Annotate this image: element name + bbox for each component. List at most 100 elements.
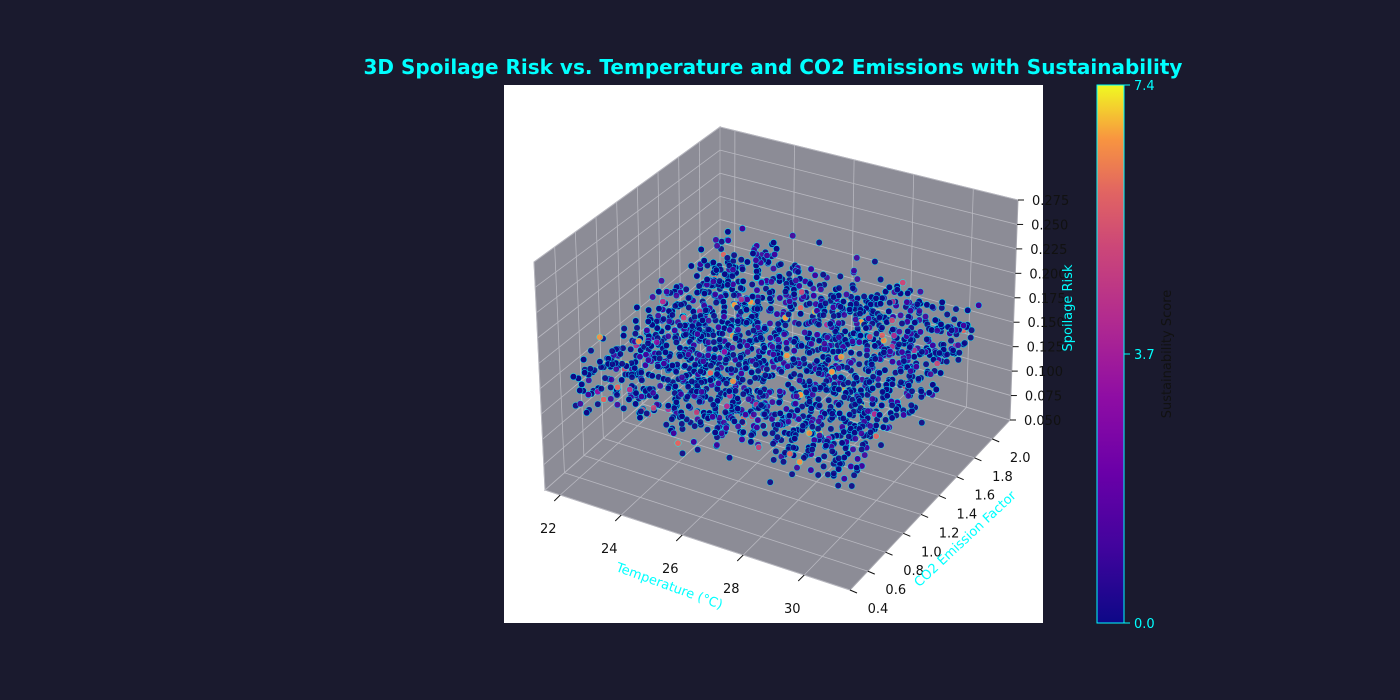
- z-tick-label: 0.125: [1027, 341, 1064, 356]
- scatter-point: [806, 280, 814, 288]
- scatter-point: [775, 399, 783, 406]
- scatter-point: [768, 278, 775, 286]
- scatter-point: [916, 307, 923, 315]
- scatter-point: [754, 416, 762, 424]
- scatter-point: [601, 374, 609, 382]
- scatter-point: [685, 402, 693, 410]
- scatter-point: [739, 277, 747, 285]
- scatter-point: [811, 271, 819, 279]
- scatter-point: [759, 422, 767, 430]
- scatter-point: [614, 401, 621, 409]
- scatter-point: [633, 324, 641, 332]
- scatter-point: [889, 358, 896, 366]
- scatter-point: [815, 456, 822, 464]
- scatter-point: [821, 340, 828, 348]
- scatter-point: [865, 367, 872, 375]
- scatter-point: [815, 321, 823, 328]
- scatter-point: [880, 348, 888, 356]
- scatter-point: [820, 462, 827, 470]
- scatter-point: [725, 387, 733, 395]
- scatter-point: [786, 450, 794, 458]
- scatter-point: [635, 337, 643, 345]
- grid-line: [538, 219, 721, 364]
- scatter-point: [912, 363, 920, 371]
- scatter-point: [888, 414, 896, 422]
- scatter-point: [676, 344, 684, 352]
- scatter-point: [830, 469, 838, 477]
- scatter-point: [927, 370, 934, 378]
- scatter-point: [774, 421, 782, 429]
- scatter-point: [737, 296, 745, 303]
- scatter-point: [766, 319, 774, 327]
- grid-line: [537, 196, 721, 339]
- scatter-point: [786, 297, 794, 305]
- scatter-point: [734, 326, 742, 334]
- grid-line: [719, 126, 1019, 201]
- scatter-point: [840, 454, 848, 461]
- scatter-point: [801, 329, 809, 336]
- scatter-point: [808, 446, 816, 453]
- scatter-point: [774, 336, 782, 344]
- scatter-point: [596, 358, 604, 366]
- scatter-point: [838, 439, 846, 447]
- scatter-point: [955, 356, 962, 364]
- scatter-point: [697, 246, 705, 253]
- scatter-point: [943, 358, 951, 365]
- scatter-point: [665, 317, 673, 325]
- scatter-point: [786, 412, 793, 419]
- scatter-point: [659, 298, 667, 305]
- axis-ticks: 22 24 26 28 30 0.4 0.6 0.8 1.0 1.2 1.4 1.6 1.8 2.0 0.0…: [540, 194, 1069, 617]
- scatter-point: [716, 354, 724, 362]
- scatter-point: [842, 444, 849, 452]
- scatter-point: [886, 283, 893, 291]
- scatter-point: [607, 383, 615, 391]
- x-tick-mark: [675, 534, 683, 542]
- scatter-point: [716, 277, 723, 285]
- scatter-point: [745, 395, 752, 403]
- scatter-point: [847, 463, 855, 470]
- scatter-point: [636, 414, 644, 421]
- y-tick-label: 2.0: [1010, 451, 1031, 466]
- scatter-point: [835, 284, 843, 292]
- scatter-point: [777, 260, 785, 268]
- scatter-point: [711, 345, 719, 353]
- scatter-point: [742, 364, 750, 372]
- scatter-point: [798, 403, 806, 410]
- z-tick-label: 0.075: [1025, 390, 1062, 405]
- scatter-point: [729, 377, 737, 385]
- scatter-point: [707, 396, 714, 403]
- scatter-point: [788, 385, 796, 393]
- y-tick-label: 1.0: [921, 545, 942, 560]
- scatter-point: [835, 385, 843, 393]
- scatter-point: [843, 291, 850, 298]
- scatter-point: [866, 422, 874, 430]
- scatter-point: [776, 355, 784, 363]
- scatter-point: [704, 351, 712, 359]
- colorbar-ticks: 0.0 3.7 7.4: [1124, 79, 1155, 632]
- scatter-point: [879, 388, 886, 396]
- scatter-point: [677, 390, 685, 398]
- scatter-point: [960, 322, 967, 329]
- scatter-point: [684, 351, 692, 359]
- scatter-point: [936, 349, 943, 357]
- scatter-point: [664, 376, 672, 384]
- scatter-point: [691, 422, 699, 430]
- scatter-point: [704, 426, 711, 434]
- scatter-point: [678, 420, 686, 428]
- scatter-point: [627, 345, 635, 353]
- scatter-point: [814, 425, 822, 433]
- scatter-point: [584, 391, 592, 398]
- scatter-point: [853, 254, 861, 262]
- scatter-point: [697, 418, 704, 426]
- scatter-point: [783, 339, 790, 347]
- grid-line: [678, 156, 682, 370]
- scatter-point: [797, 304, 805, 312]
- scatter-point: [683, 415, 691, 423]
- scatter-point: [840, 475, 848, 483]
- scatter-point: [732, 387, 739, 395]
- scatter-point: [636, 353, 644, 361]
- scatter-point: [889, 380, 896, 388]
- scatter-point: [770, 265, 777, 272]
- scatter-point: [761, 410, 768, 418]
